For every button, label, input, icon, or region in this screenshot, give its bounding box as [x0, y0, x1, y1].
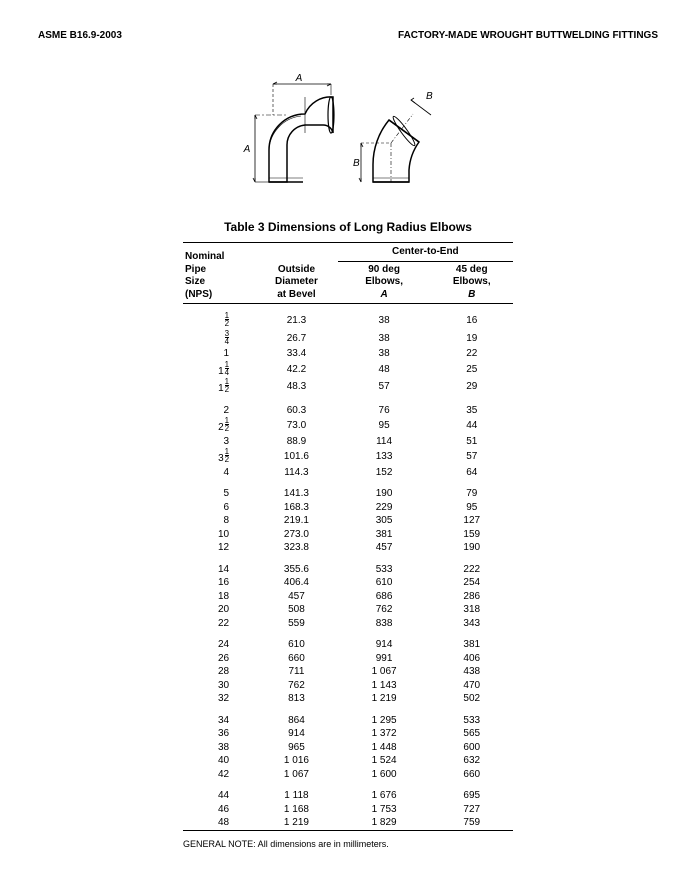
- table-row: 401 0161 524632: [183, 754, 513, 768]
- label-a-top: A: [295, 73, 303, 84]
- page: ASME B16.9-2003 FACTORY-MADE WROUGHT BUT…: [0, 0, 696, 869]
- elbow-diagram: A A: [233, 70, 463, 207]
- th-b-2: Elbows,: [453, 276, 491, 287]
- table-row: 389651 448600: [183, 741, 513, 755]
- th-cte: Center-to-End: [392, 246, 459, 257]
- table-row: 348641 295533: [183, 714, 513, 728]
- table-row: 461 1681 753727: [183, 803, 513, 817]
- table-row: 11442.24825: [183, 361, 513, 379]
- table-row: 369141 372565: [183, 727, 513, 741]
- table-row: 24610914381: [183, 638, 513, 652]
- th-nps-2: Pipe: [185, 264, 206, 275]
- table-row: 22559838343: [183, 617, 513, 631]
- table-row: 11248.35729: [183, 378, 513, 396]
- table-row: 3426.73819: [183, 330, 513, 348]
- table-row: 20508762318: [183, 603, 513, 617]
- header-right: FACTORY-MADE WROUGHT BUTTWELDING FITTING…: [398, 30, 658, 41]
- th-a-2: Elbows,: [365, 276, 403, 287]
- table-row: 260.37635: [183, 404, 513, 418]
- table-row: 10273.0381159: [183, 528, 513, 542]
- label-b-top: B: [426, 91, 433, 102]
- label-a-left: A: [243, 144, 251, 155]
- general-note: GENERAL NOTE: All dimensions are in mill…: [183, 839, 513, 849]
- table-row: 312101.613357: [183, 448, 513, 466]
- th-od-1: Outside: [278, 264, 315, 275]
- th-od-3: at Bevel: [277, 289, 315, 300]
- table-row: 328131 219502: [183, 692, 513, 706]
- table-row: 18457686286: [183, 590, 513, 604]
- label-b-left: B: [353, 158, 360, 169]
- table-row: 8219.1305127: [183, 514, 513, 528]
- table-row: 388.911451: [183, 435, 513, 449]
- table-row: 12323.8457190: [183, 541, 513, 555]
- th-od-2: Diameter: [275, 276, 318, 287]
- table-row: 14355.6533222: [183, 563, 513, 577]
- table-row: 6168.322995: [183, 501, 513, 515]
- table-row: 21273.09544: [183, 417, 513, 435]
- th-b-3: B: [468, 289, 475, 300]
- table-row: 307621 143470: [183, 679, 513, 693]
- table-row: 1221.33816: [183, 312, 513, 330]
- table-row: 16406.4610254: [183, 576, 513, 590]
- table-body: 1221.338163426.73819133.4382211442.24825…: [183, 312, 513, 833]
- table-row: 441 1181 676695: [183, 789, 513, 803]
- th-a-1: 90 deg: [368, 264, 400, 275]
- th-a-3: A: [380, 289, 387, 300]
- th-b-1: 45 deg: [456, 264, 488, 275]
- table-caption: Table 3 Dimensions of Long Radius Elbows: [224, 220, 472, 234]
- table-row: 133.43822: [183, 347, 513, 361]
- table-row: 421 0671 600660: [183, 768, 513, 782]
- table-row: 481 2191 829759: [183, 816, 513, 830]
- table-3: Nominal Pipe Size (NPS) Outside Diameter…: [183, 242, 513, 849]
- th-nps-4: (NPS): [185, 289, 212, 300]
- th-nps-1: Nominal: [185, 251, 224, 262]
- table-row: 4114.315264: [183, 466, 513, 480]
- table-row: 287111 067438: [183, 665, 513, 679]
- th-nps-3: Size: [185, 276, 205, 287]
- header-left: ASME B16.9-2003: [38, 30, 122, 41]
- table-row: 26660991406: [183, 652, 513, 666]
- table-row: 5141.319079: [183, 487, 513, 501]
